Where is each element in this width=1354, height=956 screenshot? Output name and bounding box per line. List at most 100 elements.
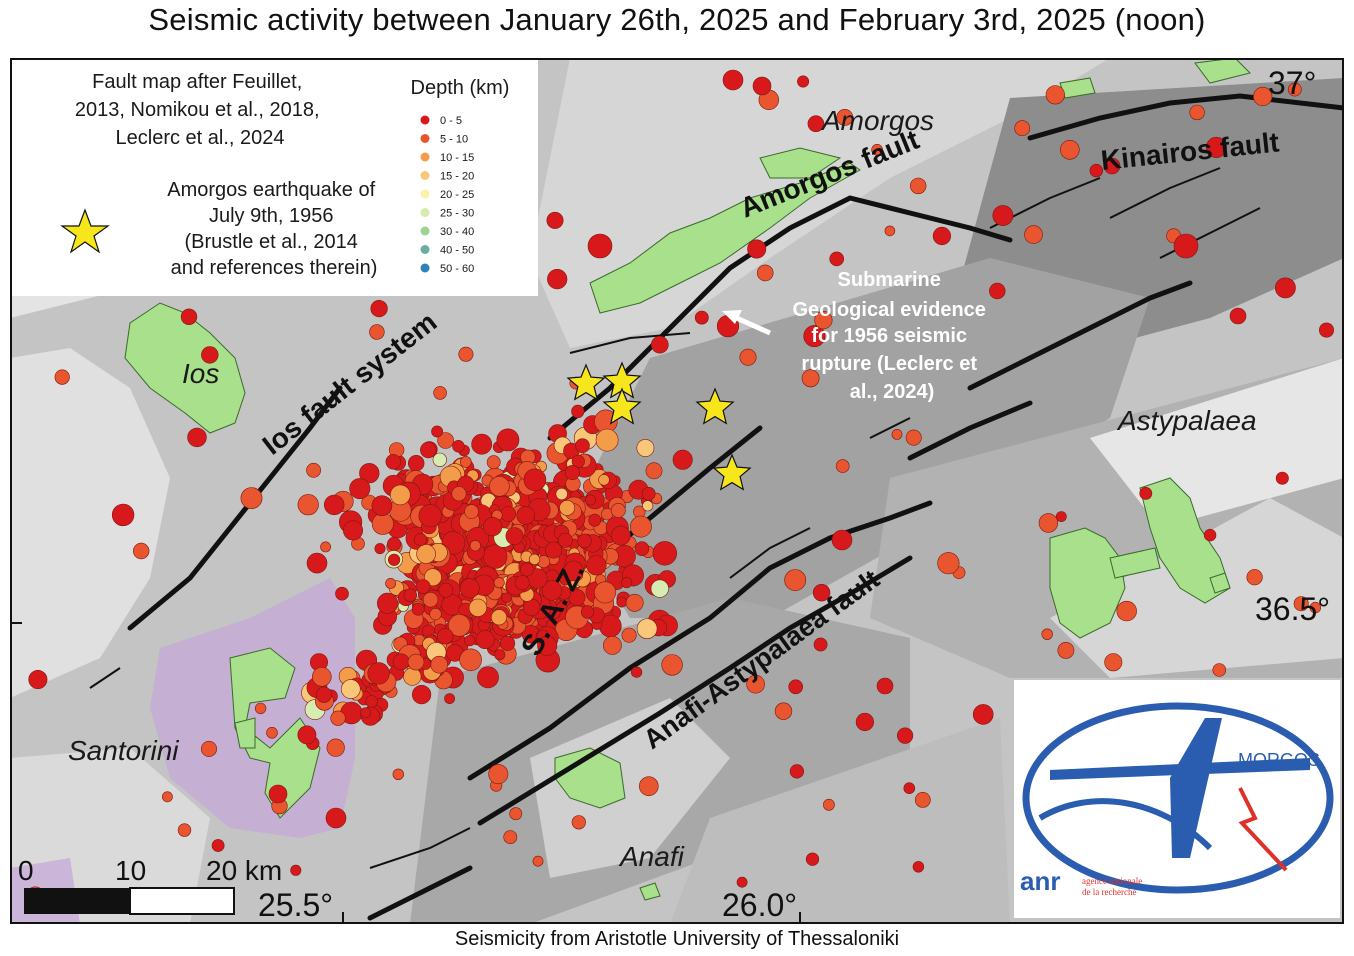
legend-depth-label: 20 - 25 [440,189,474,201]
earthquake-dot [342,520,363,541]
earthquake-dot [297,494,319,516]
1956-earthquake-stars [566,361,752,491]
earthquake-dot [311,666,332,687]
legend-depth-label: 15 - 20 [440,171,474,183]
earthquake-dot [483,517,503,537]
annotation-text: Submarine Geological evidence for 1956 s… [793,269,992,403]
scale-tick-0: 0 [18,855,34,886]
earthquake-dot [433,386,447,400]
earthquake-dot [836,109,854,126]
earthquake-dot [516,506,536,525]
legend-depth-dot [420,226,430,236]
earthquake-dot [585,494,597,506]
earthquake-dot [187,427,207,448]
star-1956-epicenter [602,387,642,425]
earthquake-dot [803,325,826,348]
earthquake-dot [588,513,602,527]
earthquake-dot [254,702,267,715]
legend-depth-dot [420,208,430,217]
island-anafi-small [639,882,661,901]
earthquake-dot [586,555,607,576]
earthquake-dot [370,300,388,318]
earthquake-dot [429,607,442,621]
earthquake-dot [387,536,402,551]
earthquake-dot [392,768,404,780]
earthquake-dot [489,475,510,497]
earthquake-dot [812,583,831,602]
earthquake-dot [587,233,613,259]
earthquake-dot [932,226,952,246]
earthquake-dot [914,792,931,808]
east-fault-line-2 [907,400,1033,461]
earthquake-dot [594,581,617,604]
earthquake-dot [500,506,517,522]
earthquake-dot [320,541,331,553]
island-astypalaea-west [1049,527,1126,639]
earthquake-dot [403,588,417,602]
earthquake-dot [1041,628,1053,640]
coord-lat-37: 37° [1268,65,1316,101]
amorgos-fault-line [547,195,1013,441]
label-anafi: Anafi [618,841,685,872]
earthquake-dot [580,605,595,619]
earthquake-dot [389,484,411,506]
coord-lon-25-5: 25.5° [258,887,333,923]
earthquake-dot [496,428,520,452]
legend-depth-dot [420,171,430,180]
earthquake-dot [488,764,509,785]
earthquake-dot [268,784,288,804]
earthquake-dot [459,456,472,468]
legend-depth-dot [420,134,430,143]
earthquake-dot [374,543,386,555]
earthquake-dot [448,614,471,637]
earthquake-dot [423,568,442,587]
earthquake-dot [325,807,347,829]
logo-letter-a-bar [1050,758,1310,780]
logo-ellipse [1022,702,1334,894]
earthquake-dot [672,449,693,470]
earthquake-dot [422,591,439,608]
earthquake-dot [486,455,501,470]
earthquake-dot [388,553,401,566]
logo-agency-line: de la recherche [1082,887,1136,897]
bathymetry [10,58,1344,924]
earthquake-dot [564,465,580,481]
earthquake-dot [392,653,410,671]
earthquake-dot [621,577,633,589]
earthquake-dot [1116,600,1137,622]
earthquake-dot [503,830,518,844]
earthquake-dot [330,710,346,726]
annotation-line: al., 2024) [850,381,935,403]
earthquake-dot [831,529,853,551]
earthquake-dot [992,205,1014,226]
earthquake-dot [645,462,663,480]
earthquake-dot [452,440,465,453]
logo-anr: anr [1020,866,1060,896]
earthquake-dot [1212,663,1227,677]
earthquake-dot [603,636,622,655]
island-amorgos [589,162,861,314]
legend-depth-dot [420,152,430,162]
legend-depth-label: 40 - 50 [440,245,474,257]
earthquake-dot [54,369,70,385]
kinairos-fault-line [1027,93,1344,141]
amorgos-logo: MORGOS anr agence nationale de la recher… [1014,680,1340,918]
earthquake-dot [638,776,659,797]
earthquake-dot [1103,157,1121,175]
earthquake-dot [797,75,810,88]
earthquake-dot [630,666,643,678]
earthquake-dot [598,474,610,486]
coord-lon-26-0: 26.0° [722,887,797,923]
earthquake-dot [290,864,302,876]
annotation-line: Geological evidence [793,299,986,321]
earthquake-dot [1173,233,1199,259]
earthquake-dot [494,649,506,661]
earthquake-dot [413,532,427,546]
map-frame [10,58,1344,924]
earthquake-dot [736,876,748,888]
earthquake-dot [611,525,631,546]
earthquake-dot [1319,322,1335,338]
earthquake-dot [407,653,425,671]
legend-depth-label: 5 - 10 [440,134,468,146]
earthquake-dot [437,628,454,645]
